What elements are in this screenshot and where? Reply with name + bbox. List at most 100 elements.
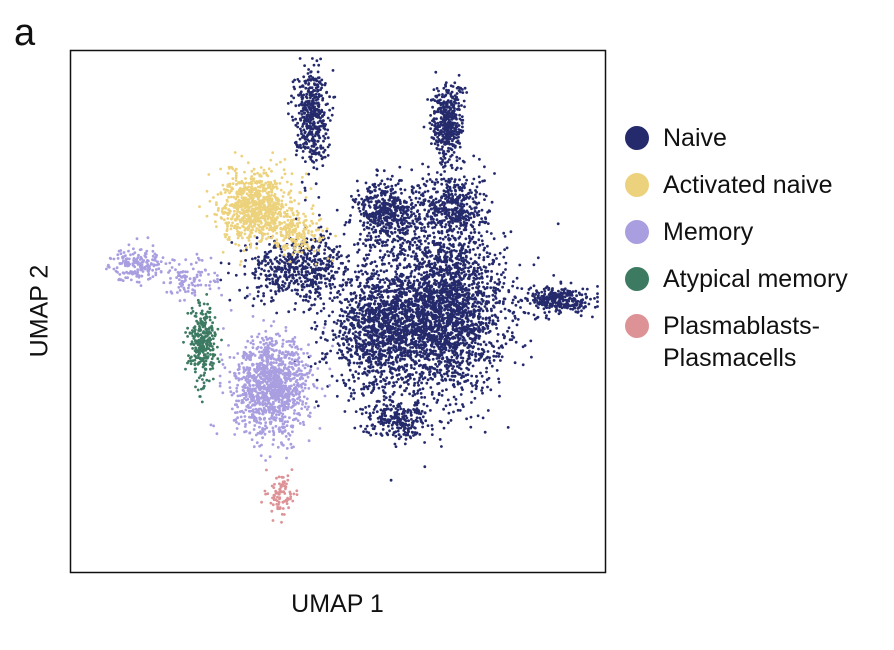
data-point <box>349 214 352 217</box>
data-point <box>390 307 394 310</box>
data-point <box>403 249 407 253</box>
data-point <box>347 254 350 257</box>
data-point <box>455 295 458 298</box>
data-point <box>477 263 480 266</box>
data-point <box>507 290 511 294</box>
data-point <box>260 262 263 265</box>
data-point <box>339 261 343 265</box>
data-point <box>483 305 487 308</box>
data-point <box>368 381 371 385</box>
data-point <box>318 360 322 364</box>
data-point <box>337 267 341 270</box>
data-point <box>371 211 375 215</box>
data-point <box>462 405 465 408</box>
data-point <box>385 300 389 303</box>
data-point <box>431 390 434 394</box>
data-point <box>391 311 395 314</box>
data-point <box>466 346 470 349</box>
data-point <box>382 169 386 173</box>
data-point <box>486 409 490 412</box>
data-point <box>424 246 428 250</box>
data-point <box>436 180 440 184</box>
data-point <box>378 349 381 353</box>
data-point <box>444 251 448 255</box>
data-point <box>423 248 427 252</box>
data-point <box>498 299 502 303</box>
data-point <box>421 261 425 265</box>
data-point <box>404 339 408 343</box>
data-point <box>228 298 232 302</box>
data-point <box>332 277 336 281</box>
data-point <box>497 283 501 286</box>
data-point <box>324 277 327 281</box>
data-point <box>454 344 458 348</box>
data-point <box>443 225 447 229</box>
data-point <box>484 343 488 347</box>
data-point <box>456 267 460 270</box>
data-point <box>351 345 354 348</box>
data-point <box>308 272 311 275</box>
data-point <box>358 284 362 288</box>
data-point <box>414 203 418 207</box>
data-point <box>342 355 346 359</box>
data-point <box>369 363 373 366</box>
data-point <box>398 338 402 342</box>
data-point <box>279 267 283 271</box>
data-point <box>467 269 471 273</box>
data-point <box>433 181 437 185</box>
data-point <box>339 308 343 311</box>
data-point <box>409 364 413 367</box>
data-point <box>271 277 274 281</box>
data-point <box>435 338 439 341</box>
data-point <box>316 285 320 288</box>
data-point <box>403 389 406 392</box>
data-point <box>351 307 355 311</box>
data-point <box>370 306 374 310</box>
data-point <box>375 319 379 323</box>
data-point <box>257 266 261 270</box>
data-point <box>347 300 350 303</box>
data-point <box>467 196 471 200</box>
data-point <box>454 271 458 275</box>
data-point <box>432 295 436 299</box>
data-point <box>413 257 417 261</box>
data-point <box>379 375 382 379</box>
data-point <box>445 208 449 212</box>
data-point <box>469 328 473 331</box>
data-point <box>287 310 291 314</box>
data-point <box>355 344 358 348</box>
data-point <box>507 326 511 330</box>
data-point <box>433 225 437 229</box>
data-point <box>425 354 429 357</box>
data-point <box>342 333 345 337</box>
data-point <box>417 272 421 276</box>
data-point <box>410 366 413 370</box>
data-point <box>378 345 381 348</box>
data-point <box>417 383 420 387</box>
data-point <box>372 268 375 272</box>
data-point <box>377 371 380 374</box>
data-point <box>479 307 483 311</box>
data-point <box>403 370 407 374</box>
data-point <box>383 253 387 257</box>
data-point <box>454 398 458 401</box>
data-point <box>362 353 366 356</box>
data-point <box>440 375 444 379</box>
data-point <box>374 306 378 310</box>
data-point <box>416 200 420 204</box>
data-point <box>488 359 491 363</box>
data-point <box>244 259 248 262</box>
data-point <box>406 329 410 332</box>
data-point <box>385 338 389 342</box>
data-point <box>408 281 412 285</box>
data-point <box>308 278 312 282</box>
data-point <box>279 258 282 262</box>
data-point <box>422 352 425 355</box>
data-point <box>342 337 345 340</box>
data-point <box>421 316 425 319</box>
data-point <box>435 178 438 181</box>
data-point <box>348 361 352 365</box>
data-point <box>482 256 486 259</box>
data-point <box>388 226 391 230</box>
